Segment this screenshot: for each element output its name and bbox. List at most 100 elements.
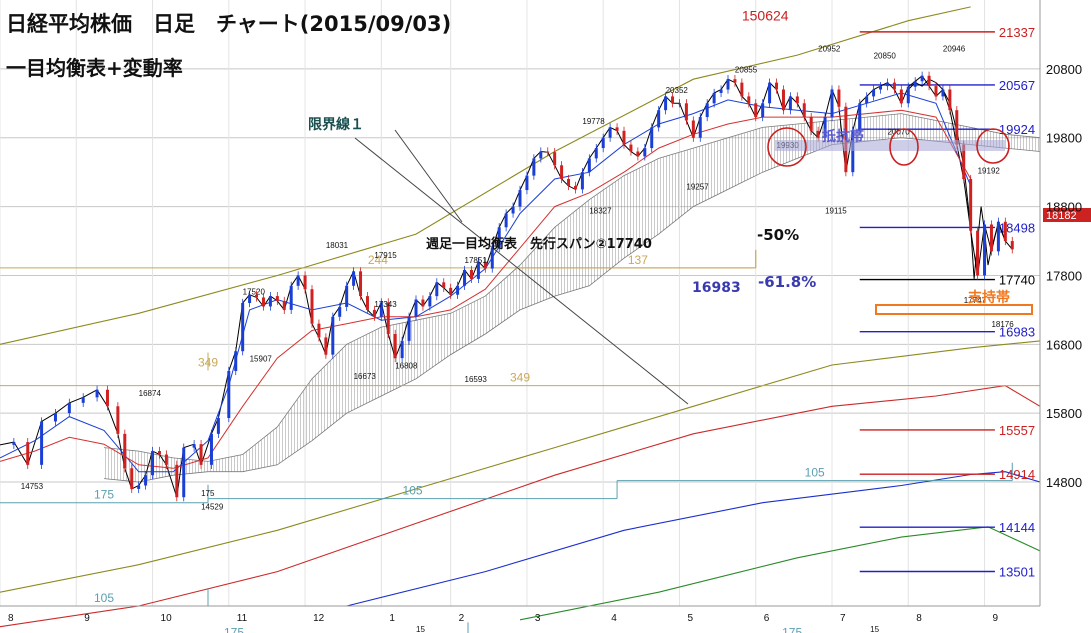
candle-body-17	[175, 464, 179, 498]
candle-body-27	[255, 294, 259, 298]
candle-body-123	[920, 75, 924, 82]
candle-body-108	[816, 130, 820, 138]
candle-body-82	[636, 151, 640, 157]
level-label-7: 14914	[999, 467, 1035, 482]
candle-body-73	[573, 185, 577, 190]
candle-body-130	[969, 179, 973, 231]
price-label-13: 18327	[589, 206, 612, 215]
candle-body-38	[331, 316, 335, 355]
x-tick-label-12: 8	[916, 613, 922, 624]
candle-body-51	[421, 299, 425, 307]
candle-body-75	[587, 158, 591, 173]
price-label-14: 19257	[686, 182, 709, 191]
candle-body-102	[775, 82, 779, 90]
candle-body-97	[740, 82, 744, 97]
candle-body-85	[657, 110, 661, 128]
candle-body-34	[303, 275, 307, 290]
candle-body-114	[858, 103, 862, 131]
candle-body-10	[123, 433, 127, 469]
candle-body-50	[414, 299, 418, 317]
period-label-0: 244	[368, 253, 388, 267]
price-label-8: 17343	[374, 300, 397, 309]
candle-body-93	[712, 92, 716, 104]
candle-body-116	[872, 89, 876, 97]
x-tick-label-5: 1	[389, 613, 395, 624]
candle-body-112	[844, 106, 848, 173]
level-label-2: 19924	[999, 122, 1035, 137]
annotation-2: 支持帯	[967, 289, 1010, 306]
candle-body-105	[795, 96, 799, 104]
last-price-label: 18182	[1046, 210, 1077, 222]
candle-body-88	[677, 103, 681, 105]
last-price-box	[1043, 208, 1091, 222]
candle-body-111	[837, 89, 841, 107]
candle-body-18	[182, 447, 186, 498]
candle-body-14	[151, 451, 155, 476]
candle-body-120	[899, 89, 903, 104]
x-tick-label-1: 9	[84, 613, 90, 624]
price-label-16: 20352	[666, 86, 689, 95]
price-label-21: 20070	[887, 127, 910, 136]
price-label-2: 14529	[201, 503, 224, 512]
candle-body-66	[525, 175, 529, 191]
candle-body-74	[580, 172, 584, 190]
candle-body-19	[192, 444, 196, 448]
candle-body-11	[130, 468, 134, 489]
candle-body-107	[809, 117, 813, 131]
price-label-4: 15907	[250, 355, 273, 364]
period-label-8: 175	[224, 625, 244, 633]
price-label-20: 20850	[874, 52, 897, 61]
kumo-cloud	[103, 113, 1041, 483]
candle-body-118	[885, 82, 889, 87]
x-tick-label-3: 11	[237, 613, 248, 624]
annotation-1: 抵抗帯	[822, 128, 864, 145]
price-label-24: 19192	[978, 167, 1001, 176]
period-label-7: 175	[94, 488, 114, 502]
candle-body-54	[442, 282, 446, 288]
x-tick-label-9: 5	[687, 613, 693, 624]
candle-body-80	[622, 130, 626, 145]
level-label-6: 15557	[999, 423, 1035, 438]
candle-body-65	[518, 190, 522, 207]
annotation-4: -50%	[757, 226, 799, 244]
kumo-upper-line	[103, 113, 1041, 462]
period-label-6: 105	[94, 591, 114, 605]
candle-body-84	[650, 127, 654, 149]
x-tick-label-0: 8	[8, 613, 14, 624]
candle-body-81	[629, 144, 633, 152]
period-label-5: 105	[403, 484, 423, 498]
price-label-5: 17520	[243, 288, 266, 297]
limit-lines	[354, 129, 689, 405]
candle-body-90	[691, 120, 695, 138]
candle-body-15	[157, 451, 161, 455]
period-label-2: 349	[510, 371, 530, 385]
price-label-18: 20952	[818, 45, 841, 54]
candle-body-2	[26, 442, 30, 465]
candle-body-101	[768, 82, 772, 104]
candle-body-61	[490, 247, 494, 269]
candle-body-46	[386, 302, 390, 334]
candle-body-5	[67, 402, 71, 414]
candle-body-23	[227, 370, 231, 419]
candles	[12, 71, 1014, 502]
price-label-12: 17851	[465, 256, 488, 265]
candle-body-8	[105, 389, 109, 407]
moving-average-2	[346, 471, 1041, 607]
candle-body-21	[209, 433, 213, 465]
moving-average-lines	[0, 6, 1041, 628]
candle-body-92	[705, 103, 709, 118]
limit-line-1	[354, 137, 689, 405]
candle-body-70	[553, 152, 557, 166]
price-label-22: 20946	[943, 45, 966, 54]
candle-body-104	[788, 96, 792, 111]
candle-body-129	[962, 144, 966, 180]
candle-body-29	[268, 296, 272, 307]
candle-body-117	[879, 86, 883, 90]
candle-body-124	[927, 75, 931, 87]
candle-body-7	[95, 389, 99, 398]
candle-body-1	[12, 442, 16, 445]
candle-body-59	[476, 261, 480, 279]
x-year-label-0: 15	[416, 625, 425, 633]
